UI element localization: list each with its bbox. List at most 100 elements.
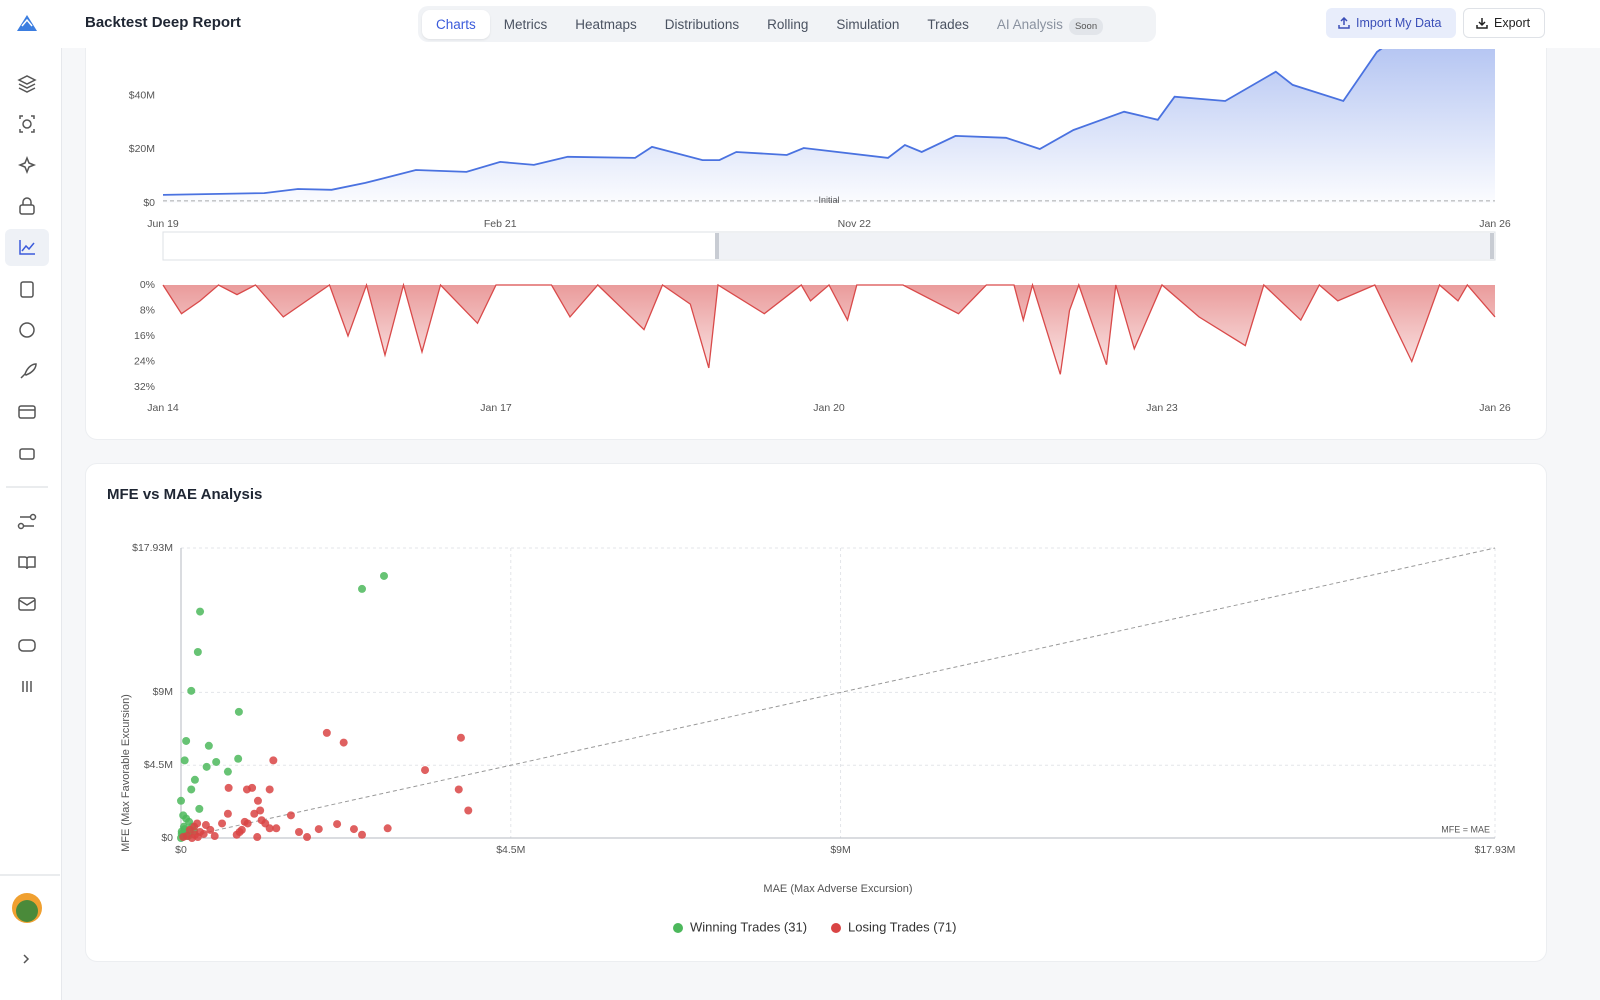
x-tick-label: $17.93M	[1475, 844, 1516, 856]
tab[interactable]: Metrics	[503, 16, 548, 32]
chart: $0 $4.5M $9M $17.93M $0 $4.5M $9M $17.93M MFE vs…	[107, 486, 1515, 934]
data-point	[193, 833, 202, 842]
data-point	[243, 819, 252, 828]
x-tick-label: Jan 23	[1146, 402, 1178, 414]
button-label: Import My Data	[1356, 16, 1442, 30]
data-point	[322, 728, 331, 737]
badge: Soon	[1068, 17, 1104, 35]
icon-sparkle[interactable]	[17, 155, 37, 175]
data-point	[314, 825, 323, 834]
data-point	[256, 806, 265, 815]
icon-card[interactable]	[18, 405, 36, 419]
data-point	[358, 584, 367, 593]
data-point	[286, 811, 295, 820]
data-point	[456, 733, 465, 742]
data-point	[269, 756, 278, 765]
logo[interactable]	[17, 15, 37, 31]
tab-bar: Charts Metrics Heatmaps Distributions Ro…	[418, 6, 1156, 42]
download-icon	[1476, 18, 1488, 29]
expand-chevron[interactable]	[23, 954, 30, 964]
data-point	[185, 825, 194, 834]
x-tick-label: $0	[175, 844, 187, 856]
icon-bot[interactable]	[19, 448, 35, 460]
area-line	[162, 49, 1383, 196]
icon-flow-dot	[17, 522, 25, 530]
x-tick-label: $4.5M	[496, 844, 525, 856]
range-selection[interactable]	[717, 233, 1494, 259]
export-button[interactable]: Export	[1463, 8, 1545, 38]
x-tick-label: Jan 26	[1479, 402, 1511, 414]
data-point	[193, 647, 202, 656]
mfe-mae-card	[85, 463, 1547, 962]
data-point	[182, 736, 191, 745]
data-point	[179, 833, 188, 842]
icon-clipboard[interactable]	[20, 281, 34, 298]
x-tick-label: Jan 20	[813, 402, 845, 414]
import-button[interactable]: Import My Data	[1326, 8, 1456, 38]
tab[interactable]: Charts	[422, 9, 490, 39]
icon-rocket[interactable]	[20, 363, 37, 379]
sidebar-icons	[0, 15, 60, 964]
data-point	[235, 828, 244, 837]
y-tick-label: $9M	[153, 686, 173, 698]
data-point	[265, 785, 274, 794]
tab[interactable]: Trades	[927, 16, 969, 32]
data-point	[339, 738, 348, 747]
range-handle[interactable]	[715, 233, 719, 259]
reference-label: MFE = MAE	[1441, 824, 1490, 834]
y-axis-title: MFE (Max Favorable Excursion)	[120, 694, 132, 852]
x-tick-label: Jan 26	[1479, 218, 1511, 230]
icon-scan-frame	[19, 115, 35, 133]
data-point	[454, 785, 463, 794]
x-tick-label: Jun 19	[147, 218, 179, 230]
data-point	[333, 820, 342, 829]
icon-flow[interactable]	[20, 516, 34, 527]
data-point	[223, 767, 232, 776]
icon-scan[interactable]	[22, 119, 32, 129]
y-tick-label: $20M	[129, 143, 155, 155]
tab[interactable]: Simulation	[836, 16, 900, 32]
data-point	[180, 756, 189, 765]
tab[interactable]: Distributions	[664, 16, 740, 32]
icon-mail-flap	[18, 599, 36, 606]
tab[interactable]: AI Analysis Soon	[983, 10, 1117, 39]
y-tick-label: 16%	[134, 330, 155, 342]
download-icon-path	[1476, 18, 1488, 29]
tab[interactable]: Rolling	[767, 16, 809, 32]
x-tick-label: Nov 22	[838, 218, 871, 230]
icon-library[interactable]	[22, 681, 32, 692]
icon-lock[interactable]	[19, 204, 35, 215]
data-point	[303, 833, 312, 842]
legend-label: Winning Trades (31)	[690, 919, 807, 934]
data-point	[195, 804, 204, 813]
icon-ai[interactable]	[19, 322, 35, 338]
x-tick-label: Jan 17	[480, 402, 512, 414]
x-tick-label: Feb 21	[484, 218, 517, 230]
icon-mail[interactable]	[18, 597, 36, 611]
icon-lock-shackle	[22, 197, 32, 205]
data-point	[212, 757, 221, 766]
data-point	[253, 796, 262, 805]
y-tick-label: 0%	[140, 279, 155, 291]
range-handle[interactable]	[1490, 233, 1494, 259]
data-point	[187, 785, 196, 794]
data-point	[202, 762, 211, 771]
data-point	[242, 785, 251, 794]
icon-book[interactable]	[18, 556, 36, 570]
tab[interactable]: Heatmaps	[575, 16, 637, 32]
y-tick-label: 8%	[140, 304, 155, 316]
data-point	[234, 754, 243, 763]
data-point	[177, 796, 185, 805]
button-label: Export	[1494, 16, 1531, 30]
data-point	[210, 832, 219, 841]
data-point	[383, 824, 392, 833]
logo-mark	[21, 18, 33, 27]
icon-discord[interactable]	[18, 639, 36, 652]
y-tick-label: $4.5M	[144, 759, 173, 771]
area-line	[162, 282, 1496, 375]
icon-layers[interactable]	[17, 75, 37, 93]
icon-chart[interactable]	[19, 240, 35, 255]
legend-label: Losing Trades (71)	[848, 919, 956, 934]
